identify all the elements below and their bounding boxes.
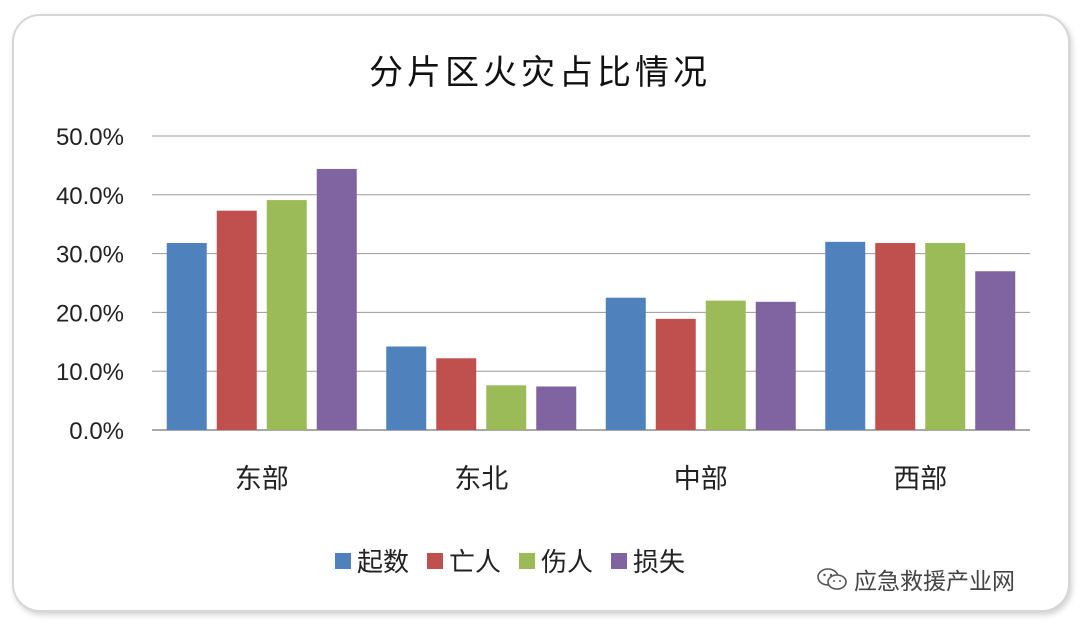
x-tick-label: 西部 (893, 464, 947, 495)
bar (486, 385, 527, 430)
y-tick-label: 40.0% (56, 183, 124, 210)
legend-item-1: 亡人 (427, 542, 501, 579)
y-tick-label: 30.0% (56, 242, 124, 269)
legend-item-3: 损失 (611, 542, 685, 579)
bar (875, 243, 916, 430)
bar (655, 318, 696, 430)
bar (605, 297, 646, 430)
legend-label: 伤人 (541, 548, 594, 578)
wechat-icon (817, 568, 847, 590)
y-tick-label: 50.0% (56, 124, 124, 151)
bar (925, 243, 966, 430)
bar (316, 168, 357, 431)
legend-swatch (427, 552, 444, 569)
legend-label: 亡人 (449, 548, 502, 578)
chart-title: 分片区火灾占比情况 (369, 53, 711, 93)
legend-label: 起数 (357, 548, 410, 578)
bar (755, 301, 796, 430)
legend-swatch (335, 552, 351, 569)
y-tick-label: 20.0% (56, 300, 124, 327)
legend-swatch (611, 552, 628, 569)
x-tick-label: 中部 (674, 464, 728, 495)
y-tick-label: 0.0% (69, 418, 124, 445)
bar (705, 300, 746, 430)
legend: 起数 亡人 伤人 损失 (335, 542, 685, 579)
legend-item-0: 起数 (335, 542, 409, 579)
watermark-text: 应急救援产业网 (854, 569, 1015, 595)
watermark: 应急救援产业网 (816, 562, 1015, 596)
bar (536, 386, 577, 430)
legend-label: 损失 (633, 548, 686, 578)
legend-item-2: 伤人 (519, 542, 593, 579)
x-tick-label: 东部 (235, 464, 289, 495)
bar (825, 241, 866, 430)
bar (436, 358, 477, 430)
bar (166, 243, 207, 430)
y-tick-label: 10.0% (56, 359, 124, 386)
legend-swatch (519, 552, 536, 569)
bar (266, 200, 307, 430)
bar (216, 210, 257, 430)
bar (975, 271, 1016, 430)
bar (386, 346, 427, 430)
x-tick-label: 东北 (454, 464, 508, 495)
